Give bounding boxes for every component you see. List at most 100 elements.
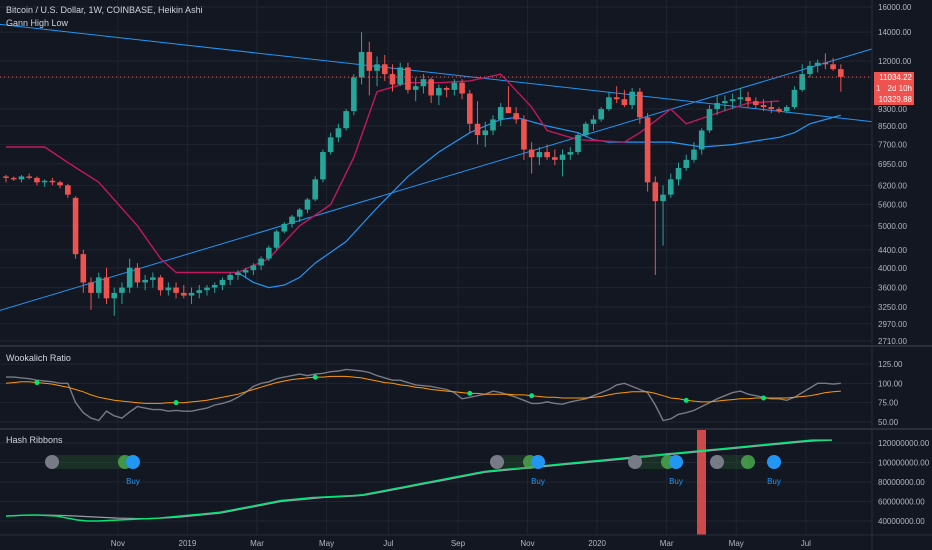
price-tick-label: 16000.00 bbox=[878, 3, 912, 12]
ratio-tick-label: 75.00 bbox=[878, 399, 899, 408]
candle-body bbox=[142, 279, 148, 283]
grid bbox=[0, 0, 872, 535]
time-tick-label: May bbox=[729, 539, 744, 548]
candle-body bbox=[266, 247, 272, 259]
buy-signal-label: Buy bbox=[126, 477, 140, 486]
hash-fast-line bbox=[5, 439, 832, 522]
price-axis[interactable]: 16000.0014000.0012000.0011000.009300.008… bbox=[878, 3, 930, 526]
hash-gray-dot bbox=[45, 455, 59, 469]
symbol-title[interactable]: Bitcoin / U.S. Dollar, 1W, COINBASE, Hei… bbox=[6, 5, 203, 15]
candle-body bbox=[397, 67, 404, 85]
candle-body bbox=[490, 119, 496, 131]
candle-body bbox=[150, 277, 156, 280]
candle-body bbox=[41, 180, 48, 183]
candle-body bbox=[111, 292, 118, 299]
time-tick-label: 2019 bbox=[179, 539, 197, 548]
candle-body bbox=[683, 159, 690, 168]
hidden-price-digit: 1 bbox=[876, 84, 881, 93]
candle-body bbox=[327, 137, 334, 153]
candle-body bbox=[714, 103, 720, 110]
candle-body bbox=[343, 111, 349, 129]
time-axis[interactable]: Nov 2019 Mar May Jul Sep Nov 2020 Mar May Jul bbox=[111, 539, 811, 548]
hash-signal-band bbox=[635, 455, 668, 469]
candle-body bbox=[165, 287, 172, 291]
price-tick-label: 8500.00 bbox=[878, 122, 907, 131]
candle-body bbox=[644, 117, 651, 183]
time-tick-label: Jul bbox=[801, 539, 811, 548]
last-price-badge: 11034.22 bbox=[874, 72, 914, 83]
hash-signal-band bbox=[52, 455, 125, 469]
candle-body bbox=[320, 152, 326, 180]
candle-body bbox=[667, 179, 674, 195]
candle-body bbox=[513, 113, 519, 120]
candle-body bbox=[420, 79, 427, 87]
other-price-badge: 10329.88 bbox=[874, 94, 914, 105]
hash-signal-band bbox=[717, 455, 748, 469]
candle-body bbox=[675, 167, 682, 180]
price-tick-label: 9300.00 bbox=[878, 105, 907, 114]
candle-body bbox=[729, 99, 736, 102]
buy-signal-label: Buy bbox=[669, 477, 683, 486]
hash-tick-label: 80000000.00 bbox=[878, 478, 925, 487]
candle-body bbox=[443, 88, 450, 90]
candle-body bbox=[814, 62, 821, 66]
indicator-wookalich-label[interactable]: Wookalich Ratio bbox=[6, 353, 71, 363]
candle-body bbox=[88, 282, 94, 293]
countdown-badge: 1 2d 10h bbox=[874, 83, 914, 94]
candle-body bbox=[18, 176, 25, 180]
candle-body bbox=[822, 62, 829, 65]
price-tick-label: 4400.00 bbox=[878, 246, 907, 255]
ratio-cross-dot bbox=[173, 400, 179, 406]
candle-body bbox=[722, 101, 728, 104]
candle-body bbox=[474, 123, 481, 136]
candle-body bbox=[838, 69, 844, 77]
indicator-gann-label[interactable]: Gann High Low bbox=[6, 18, 69, 28]
candle-body bbox=[467, 93, 473, 124]
candle-body bbox=[289, 216, 295, 224]
candle-body bbox=[3, 176, 9, 178]
hash-buy-dot bbox=[669, 455, 683, 469]
price-tick-label: 2970.00 bbox=[878, 320, 907, 329]
candle-body bbox=[26, 176, 32, 178]
candle-body bbox=[250, 265, 257, 271]
candle-body bbox=[753, 101, 759, 106]
candle-body bbox=[211, 284, 218, 288]
trend-line bbox=[0, 48, 872, 311]
time-tick-label: Nov bbox=[111, 539, 125, 548]
hash-tick-label: 60000000.00 bbox=[878, 498, 925, 507]
candle-body bbox=[180, 292, 187, 296]
candle-body bbox=[691, 149, 697, 160]
ratio-line bbox=[6, 368, 841, 422]
candle-body bbox=[126, 267, 133, 288]
candle-body bbox=[629, 91, 635, 106]
buy-signal-label: Buy bbox=[531, 477, 545, 486]
time-tick-label: Mar bbox=[660, 539, 674, 548]
candle-body bbox=[606, 97, 612, 110]
candle-body bbox=[351, 77, 357, 112]
candle-body bbox=[536, 152, 543, 158]
candle-body bbox=[65, 185, 71, 195]
candle-body bbox=[559, 154, 566, 160]
candle-body bbox=[389, 74, 396, 85]
candle-body bbox=[157, 277, 164, 291]
candle-body bbox=[567, 152, 574, 155]
candle-body bbox=[783, 107, 790, 112]
price-tick-label: 14000.00 bbox=[878, 28, 912, 37]
bar-countdown: 2d 10h bbox=[887, 84, 912, 93]
hash-tick-label: 120000000.00 bbox=[878, 439, 930, 448]
ma-path bbox=[237, 114, 841, 289]
candle-body bbox=[72, 197, 79, 255]
candle-body bbox=[204, 287, 210, 291]
indicator-hash-label[interactable]: Hash Ribbons bbox=[6, 435, 63, 445]
candle-body bbox=[405, 67, 411, 90]
ratio-cross-dot bbox=[312, 374, 318, 380]
candle-body bbox=[80, 254, 87, 283]
candle-body bbox=[706, 109, 713, 131]
candle-body bbox=[281, 223, 288, 232]
candle-body bbox=[381, 64, 388, 75]
candle-body bbox=[760, 105, 767, 108]
buy-signal-label: Buy bbox=[767, 477, 781, 486]
hash-signal-band bbox=[497, 455, 530, 469]
candle-body bbox=[235, 272, 241, 275]
candle-body bbox=[459, 82, 465, 94]
